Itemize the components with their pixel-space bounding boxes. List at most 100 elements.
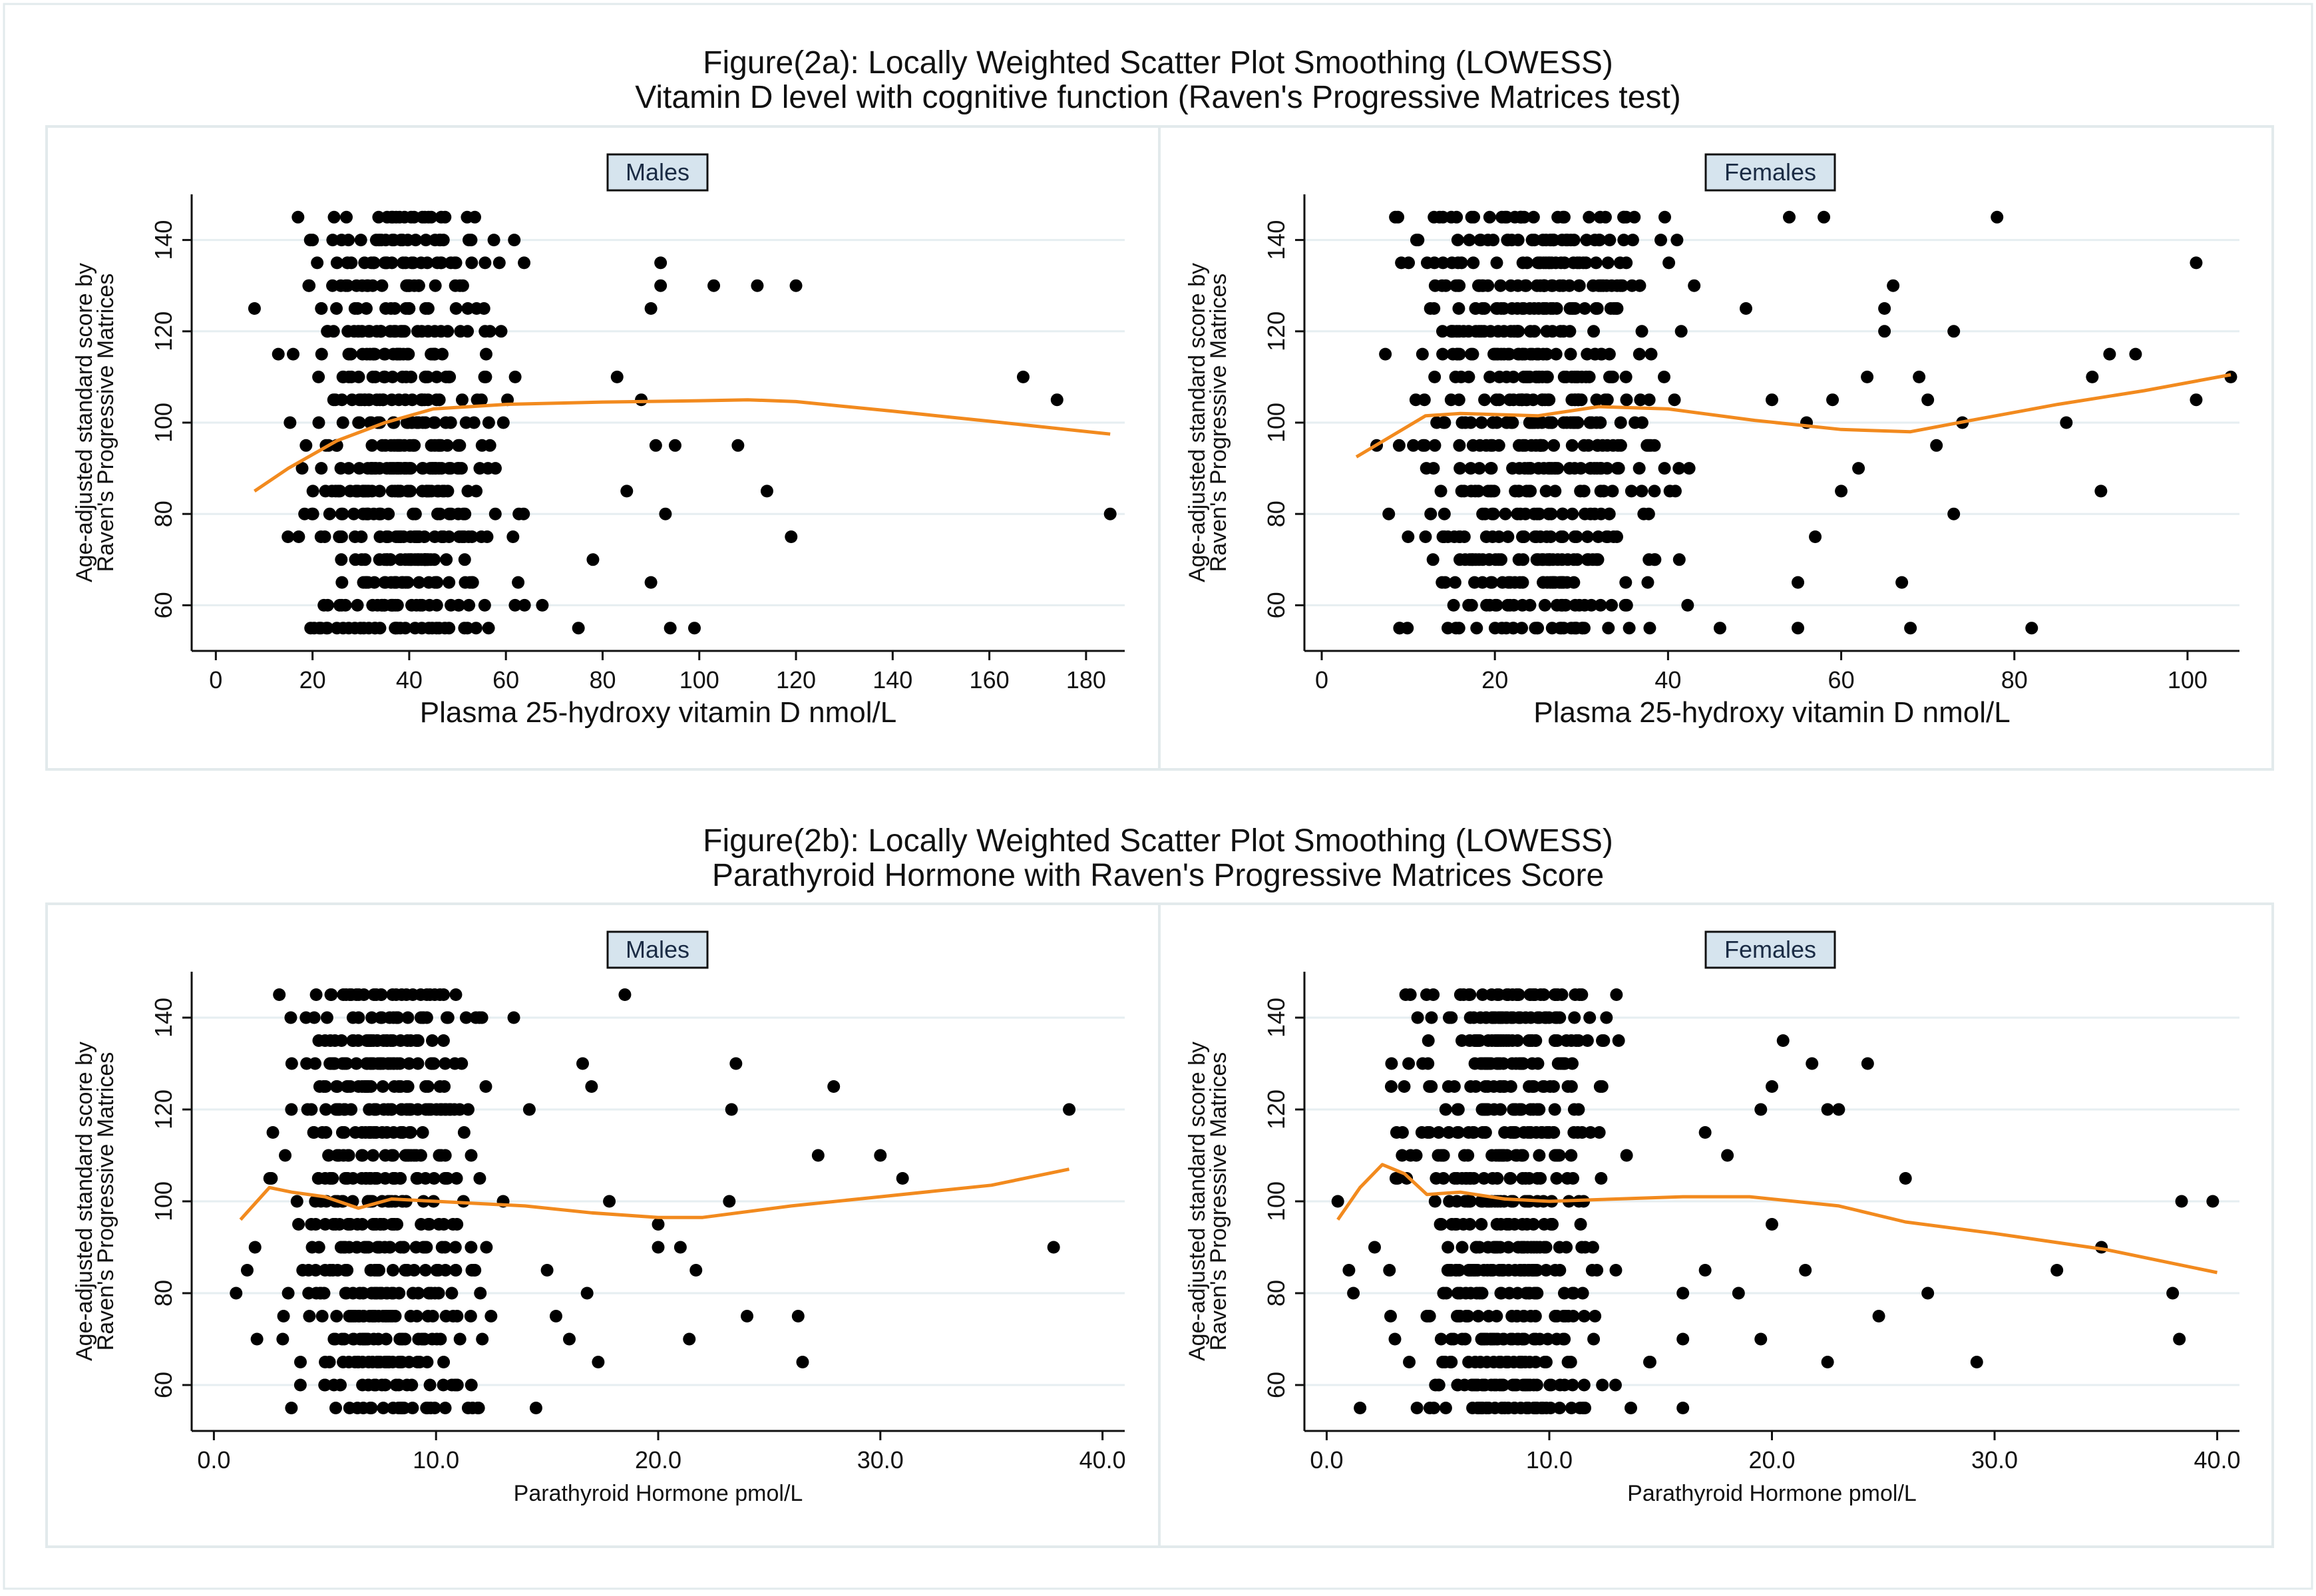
- scatter-point: [1423, 1402, 1436, 1414]
- scatter-point: [1553, 1402, 1566, 1414]
- scatter-point: [1563, 462, 1577, 475]
- scatter-points: [1331, 988, 2220, 1414]
- scatter-point: [2190, 393, 2203, 407]
- scatter-point: [1535, 416, 1549, 429]
- scatter-point: [1578, 302, 1591, 315]
- scatter-point: [1457, 1218, 1470, 1231]
- scatter-point: [1582, 553, 1595, 566]
- scatter-point: [473, 1172, 486, 1185]
- scatter-point: [1437, 1149, 1450, 1162]
- x-tick-label: 0.0: [197, 1446, 230, 1474]
- scatter-point: [1545, 416, 1559, 429]
- scatter-point: [1643, 1356, 1656, 1368]
- scatter-point: [333, 1218, 346, 1231]
- scatter-point: [394, 1356, 407, 1368]
- scatter-point: [1493, 1080, 1507, 1093]
- scatter-point: [394, 234, 407, 247]
- scatter-point: [1451, 1287, 1465, 1300]
- scatter-point: [326, 234, 339, 247]
- scatter-point: [1567, 256, 1580, 270]
- scatter-point: [1547, 1126, 1561, 1139]
- scatter-point: [315, 302, 328, 315]
- scatter-point: [367, 347, 380, 361]
- scatter-point: [1448, 530, 1461, 543]
- scatter-point: [389, 576, 402, 589]
- scatter-point: [1556, 530, 1569, 543]
- scatter-point: [292, 530, 305, 543]
- scatter-point: [1410, 1402, 1424, 1414]
- scatter-point: [308, 1057, 321, 1070]
- scatter-point: [401, 1264, 414, 1277]
- scatter-point: [399, 302, 413, 315]
- scatter-point: [1541, 370, 1554, 383]
- scatter-point: [307, 622, 321, 635]
- scatter-point: [540, 1264, 554, 1277]
- scatter-point: [1515, 1356, 1529, 1368]
- scatter-point: [1571, 416, 1585, 429]
- scatter-point: [1472, 1402, 1485, 1414]
- scatter-point: [517, 507, 530, 520]
- scatter-point: [1455, 1332, 1469, 1346]
- scatter-point: [1878, 302, 1891, 315]
- scatter-point: [1457, 530, 1471, 543]
- scatter-point: [368, 1264, 381, 1277]
- scatter-point: [1445, 1332, 1458, 1346]
- scatter-point: [1471, 1264, 1484, 1277]
- scatter-point: [329, 1402, 342, 1414]
- scatter-point: [1546, 1218, 1559, 1231]
- scatter-point: [1806, 1057, 1819, 1070]
- scatter-point: [1558, 1378, 1571, 1392]
- scatter-point: [1452, 302, 1465, 315]
- scatter-point: [317, 598, 331, 612]
- scatter-point: [1368, 1241, 1381, 1254]
- scatter-point: [1464, 462, 1477, 475]
- scatter-point: [1384, 1310, 1397, 1322]
- scatter-point: [1561, 576, 1574, 589]
- y-tick-label: 140: [150, 220, 177, 260]
- scatter-point: [1600, 1011, 1613, 1024]
- scatter-point: [349, 485, 363, 498]
- scatter-point: [1535, 1126, 1548, 1139]
- scatter-point: [1501, 530, 1515, 543]
- scatter-point: [340, 1057, 353, 1070]
- scatter-point: [453, 1332, 467, 1346]
- scatter-point: [361, 279, 375, 292]
- scatter-point: [387, 439, 401, 452]
- y-tick-label: 120: [150, 1090, 177, 1129]
- scatter-point: [339, 1264, 352, 1277]
- lowess-line: [1355, 373, 2231, 459]
- scatter-point: [405, 393, 419, 407]
- scatter-point: [417, 1241, 430, 1254]
- scatter-point: [355, 1218, 369, 1231]
- scatter-point: [1402, 1057, 1416, 1070]
- scatter-point: [1505, 1057, 1519, 1070]
- scatter-point: [299, 439, 313, 452]
- scatter-point: [362, 1241, 375, 1254]
- scatter-point: [307, 1011, 321, 1024]
- scatter-point: [1469, 302, 1482, 315]
- scatter-point: [1434, 485, 1448, 498]
- scatter-point: [522, 1103, 536, 1116]
- y-tick-label: 60: [150, 1372, 177, 1398]
- scatter-point: [1559, 1310, 1572, 1322]
- scatter-point: [1515, 347, 1529, 361]
- scatter-point: [827, 1080, 841, 1093]
- scatter-point: [1482, 1402, 1495, 1414]
- x-tick-label: 20.0: [1748, 1446, 1795, 1474]
- scatter-point: [421, 1356, 434, 1368]
- scatter-point: [1633, 462, 1646, 475]
- scatter-point: [443, 576, 456, 589]
- scatter-point: [375, 988, 388, 1001]
- scatter-point: [400, 1080, 413, 1093]
- scatter-point: [1835, 485, 1848, 498]
- scatter-point: [1495, 210, 1509, 224]
- scatter-point: [1549, 1011, 1562, 1024]
- scatter-point: [1732, 1287, 1745, 1300]
- scatter-point: [1557, 210, 1571, 224]
- scatter-point: [465, 1149, 478, 1162]
- scatter-point: [2190, 256, 2203, 270]
- scatter-point: [1389, 210, 1402, 224]
- scatter-point: [1625, 485, 1638, 498]
- scatter-point: [1501, 1402, 1515, 1414]
- scatter-point: [1438, 507, 1451, 520]
